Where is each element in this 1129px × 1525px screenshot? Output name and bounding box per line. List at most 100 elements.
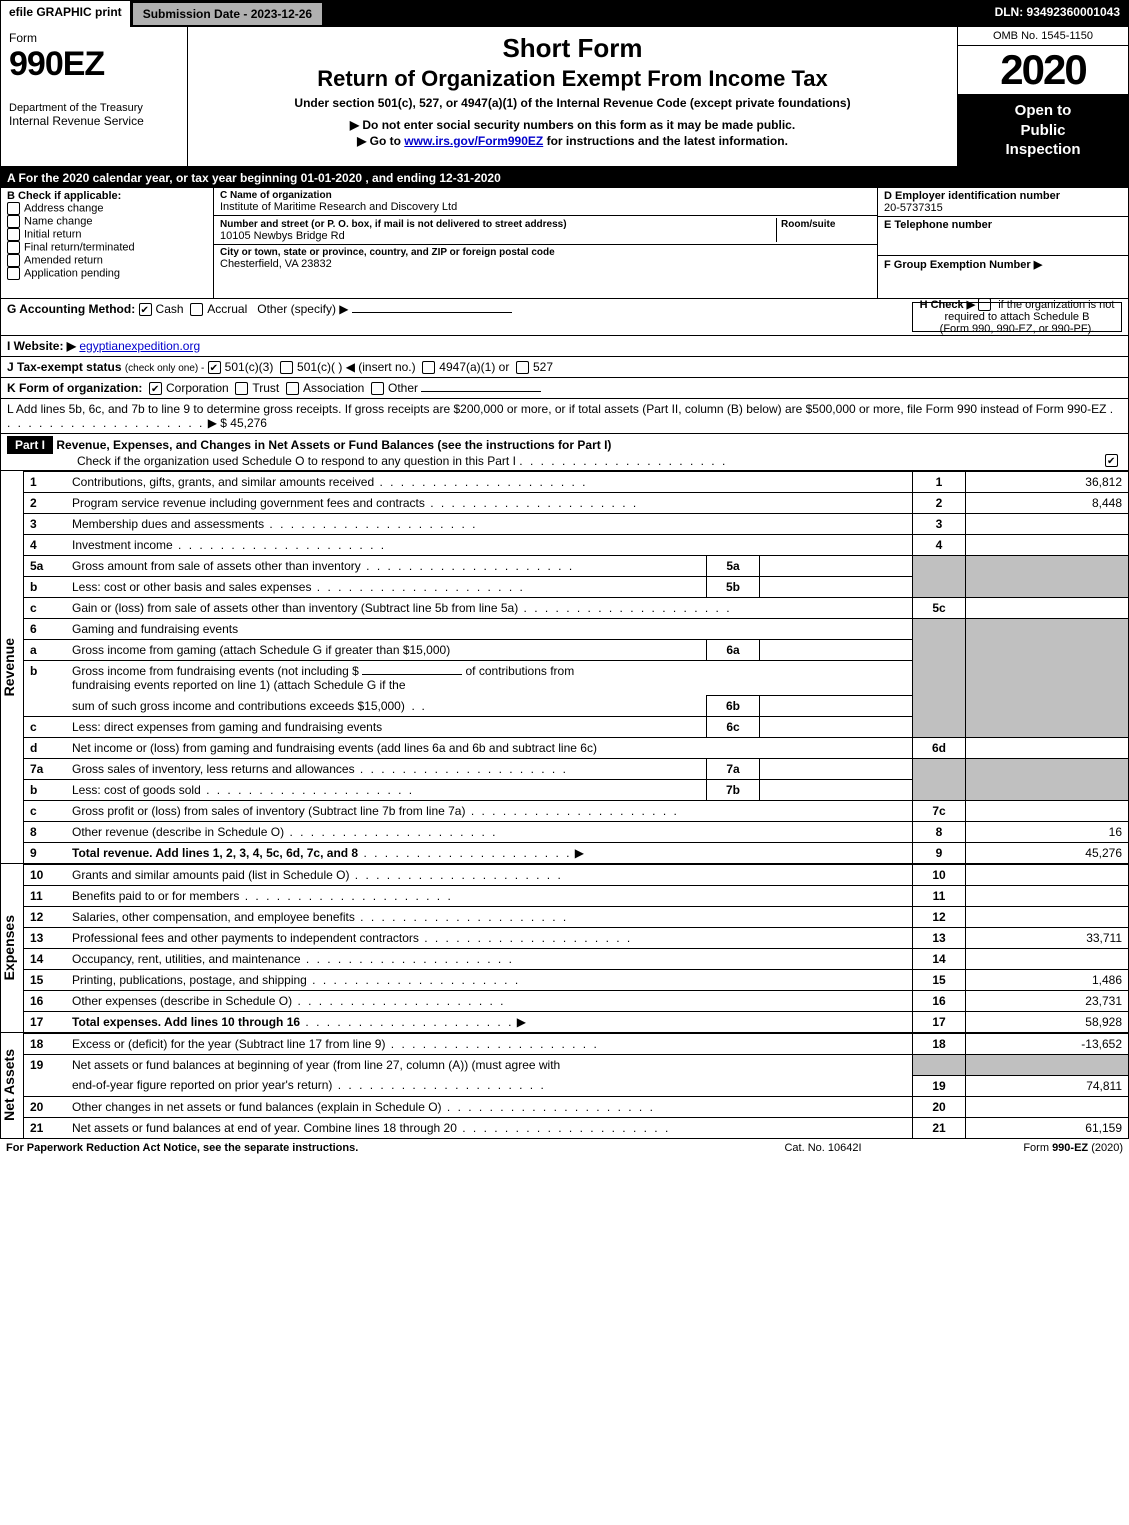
- l7a-num: 7a: [24, 759, 66, 780]
- checkbox-icon[interactable]: [422, 361, 435, 374]
- e-tel-label: E Telephone number: [884, 219, 1122, 231]
- line-3: 3 Membership dues and assessments 3: [24, 514, 1128, 535]
- checkbox-icon[interactable]: [190, 303, 203, 316]
- open1: Open to: [962, 101, 1124, 121]
- footer-left: For Paperwork Reduction Act Notice, see …: [6, 1142, 723, 1154]
- dots-icon: [442, 1100, 655, 1114]
- line-8: 8 Other revenue (describe in Schedule O)…: [24, 822, 1128, 843]
- checkbox-icon[interactable]: [235, 382, 248, 395]
- l7b-desc: Less: cost of goods sold: [72, 783, 201, 797]
- b-opt-2: Initial return: [7, 228, 207, 241]
- checkbox-icon[interactable]: [7, 215, 20, 228]
- checkbox-icon[interactable]: [7, 267, 20, 280]
- l16-num: 16: [24, 991, 66, 1012]
- checkbox-icon[interactable]: [978, 298, 991, 311]
- l7b-num: b: [24, 780, 66, 801]
- l5c-rnum: 5c: [913, 598, 966, 619]
- l6b-num: b: [24, 661, 66, 696]
- l6b-d3: fundraising events reported on line 1) (…: [72, 678, 406, 692]
- checkbox-checked-icon[interactable]: [139, 303, 152, 316]
- col-c: C Name of organization Institute of Mari…: [214, 188, 878, 298]
- l12-desc: Salaries, other compensation, and employ…: [72, 910, 355, 924]
- goto-link[interactable]: www.irs.gov/Form990EZ: [404, 134, 543, 148]
- dots-icon: [332, 1078, 545, 1092]
- row-k: K Form of organization: Corporation Trus…: [1, 378, 1128, 399]
- l14-num: 14: [24, 949, 66, 970]
- checkbox-icon[interactable]: [7, 202, 20, 215]
- l7c-num: c: [24, 801, 66, 822]
- l6a-num: a: [24, 640, 66, 661]
- line-4: 4 Investment income 4: [24, 535, 1128, 556]
- l6d-desc: Net income or (loss) from gaming and fun…: [66, 738, 913, 759]
- l3-desc: Membership dues and assessments: [72, 517, 264, 531]
- submission-date: Submission Date - 2023-12-26: [131, 1, 324, 27]
- l9-rnum: 9: [913, 843, 966, 864]
- checkbox-icon[interactable]: [280, 361, 293, 374]
- l11-rnum: 11: [913, 886, 966, 907]
- dots-icon: [355, 762, 568, 776]
- l12-num: 12: [24, 907, 66, 928]
- l19-d1: Net assets or fund balances at beginning…: [66, 1055, 913, 1076]
- checkbox-checked-icon[interactable]: [1105, 454, 1118, 467]
- l7b-subnum: 7b: [707, 780, 760, 801]
- website-link[interactable]: egyptianexpedition.org: [79, 339, 200, 353]
- checkbox-checked-icon[interactable]: [208, 361, 221, 374]
- j-o1: 501(c)(3): [225, 360, 274, 374]
- l6b-subval: [760, 696, 913, 717]
- dots-icon: [239, 889, 452, 903]
- top-bar: efile GRAPHIC print Submission Date - 20…: [1, 1, 1128, 27]
- checkbox-icon[interactable]: [7, 254, 20, 267]
- k-o2: Association: [303, 381, 364, 395]
- checkbox-icon[interactable]: [371, 382, 384, 395]
- open2: Public: [962, 121, 1124, 141]
- l21-val: 61,159: [966, 1117, 1129, 1138]
- checkbox-checked-icon[interactable]: [149, 382, 162, 395]
- shaded-cell: [966, 556, 1129, 598]
- short-form-title: Short Form: [196, 33, 949, 64]
- b-opt-3: Final return/terminated: [7, 241, 207, 254]
- l2-rnum: 2: [913, 493, 966, 514]
- l3-val: [966, 514, 1129, 535]
- l5b-num: b: [24, 577, 66, 598]
- l7a-desc: Gross sales of inventory, less returns a…: [72, 762, 355, 776]
- form-container: efile GRAPHIC print Submission Date - 20…: [0, 0, 1129, 1139]
- l13-rnum: 13: [913, 928, 966, 949]
- l19-val: 74,811: [966, 1075, 1129, 1096]
- checkbox-icon[interactable]: [516, 361, 529, 374]
- footer-mid: Cat. No. 10642I: [723, 1142, 923, 1154]
- checkbox-icon[interactable]: [286, 382, 299, 395]
- checkbox-icon[interactable]: [7, 241, 20, 254]
- dots-icon: [465, 804, 678, 818]
- l6d-val: [966, 738, 1129, 759]
- l5a-subval: [760, 556, 913, 577]
- arrow-icon: [571, 846, 584, 860]
- shaded-cell: [913, 619, 966, 738]
- c-street-label: Number and street (or P. O. box, if mail…: [220, 219, 567, 230]
- section-bcd: B Check if applicable: Address change Na…: [1, 188, 1128, 299]
- line-a: A For the 2020 calendar year, or tax yea…: [1, 168, 1128, 188]
- j-label: J Tax-exempt status: [7, 360, 122, 374]
- line-5a: 5a Gross amount from sale of assets othe…: [24, 556, 1128, 577]
- l10-rnum: 10: [913, 865, 966, 886]
- l16-val: 23,731: [966, 991, 1129, 1012]
- k-o3: Other: [388, 381, 418, 395]
- l7c-desc: Gross profit or (loss) from sales of inv…: [72, 804, 465, 818]
- line-10: 10 Grants and similar amounts paid (list…: [24, 865, 1128, 886]
- b-opt-4-label: Amended return: [24, 254, 103, 266]
- row-l: L Add lines 5b, 6c, and 7b to line 9 to …: [1, 399, 1128, 434]
- dots-icon: [307, 973, 520, 987]
- l6c-subval: [760, 717, 913, 738]
- l11-val: [966, 886, 1129, 907]
- dots-icon: [457, 1121, 670, 1135]
- dots-icon: [385, 1037, 598, 1051]
- checkbox-icon[interactable]: [7, 228, 20, 241]
- line-6: 6 Gaming and fundraising events: [24, 619, 1128, 640]
- l-text: L Add lines 5b, 6c, and 7b to line 9 to …: [7, 402, 1106, 416]
- goto-pre: ▶ Go to: [357, 134, 404, 148]
- l5b-subnum: 5b: [707, 577, 760, 598]
- l8-num: 8: [24, 822, 66, 843]
- l10-desc: Grants and similar amounts paid (list in…: [72, 868, 349, 882]
- l4-num: 4: [24, 535, 66, 556]
- l13-val: 33,711: [966, 928, 1129, 949]
- dots-icon: [264, 517, 477, 531]
